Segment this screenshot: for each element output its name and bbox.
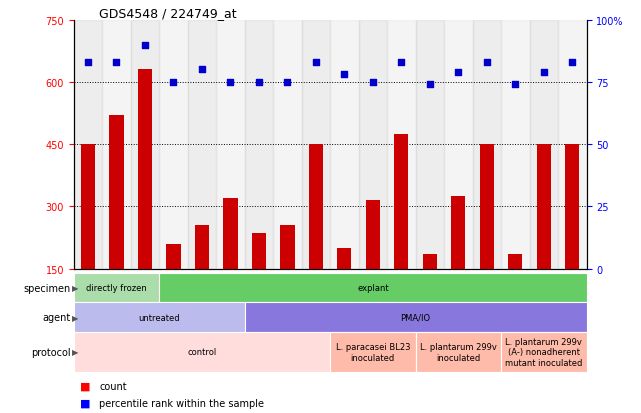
Text: ▶: ▶ — [72, 313, 78, 322]
Bar — [537, 145, 551, 269]
Bar — [472, 21, 501, 269]
Point — [197, 67, 207, 74]
Bar — [387, 21, 415, 269]
Point — [538, 69, 549, 76]
Text: specimen: specimen — [23, 283, 71, 293]
Bar — [330, 21, 358, 269]
Point — [169, 79, 179, 86]
Text: agent: agent — [42, 313, 71, 323]
Bar — [309, 145, 323, 269]
Bar — [245, 21, 273, 269]
Bar — [394, 134, 408, 269]
Bar — [565, 145, 579, 269]
Point — [368, 79, 378, 86]
Bar — [358, 21, 387, 269]
Point — [83, 59, 93, 66]
Bar — [195, 225, 209, 269]
Bar — [102, 21, 131, 269]
Point — [510, 82, 520, 88]
Bar — [159, 273, 587, 303]
Point — [567, 59, 578, 66]
Point — [425, 82, 435, 88]
Bar — [479, 145, 494, 269]
Bar — [501, 21, 529, 269]
Bar — [280, 225, 294, 269]
Point — [311, 59, 321, 66]
Text: protocol: protocol — [31, 347, 71, 357]
Bar — [81, 145, 95, 269]
Text: ▶: ▶ — [72, 283, 78, 292]
Text: control: control — [187, 348, 217, 356]
Bar — [74, 21, 102, 269]
Point — [225, 79, 235, 86]
Bar — [159, 21, 188, 269]
Point — [282, 79, 292, 86]
Text: explant: explant — [357, 283, 388, 292]
Point — [453, 69, 463, 76]
Text: ■: ■ — [80, 381, 90, 391]
Bar — [166, 244, 181, 269]
Point — [140, 42, 150, 49]
Bar — [138, 70, 152, 269]
Bar — [415, 332, 501, 372]
Text: L. plantarum 299v
inoculated: L. plantarum 299v inoculated — [420, 342, 497, 362]
Point — [481, 59, 492, 66]
Text: ▶: ▶ — [72, 348, 78, 356]
Text: L. paracasei BL23
inoculated: L. paracasei BL23 inoculated — [336, 342, 410, 362]
Point — [254, 79, 264, 86]
Bar — [366, 201, 380, 269]
Bar — [216, 21, 245, 269]
Bar — [508, 254, 522, 269]
Bar — [252, 234, 266, 269]
Text: untreated: untreated — [138, 313, 180, 322]
Bar — [451, 197, 465, 269]
Text: directly frozen: directly frozen — [86, 283, 147, 292]
Bar — [444, 21, 472, 269]
Bar — [188, 21, 216, 269]
Bar — [110, 116, 124, 269]
Bar — [74, 273, 159, 303]
Bar — [131, 21, 159, 269]
Bar — [501, 332, 587, 372]
Bar — [422, 254, 437, 269]
Text: PMA/IO: PMA/IO — [401, 313, 431, 322]
Text: count: count — [99, 381, 127, 391]
Point — [396, 59, 406, 66]
Bar — [558, 21, 587, 269]
Bar — [74, 303, 245, 332]
Bar — [415, 21, 444, 269]
Text: ■: ■ — [80, 398, 90, 408]
Point — [339, 72, 349, 78]
Bar — [337, 248, 351, 269]
Text: GDS4548 / 224749_at: GDS4548 / 224749_at — [99, 7, 237, 19]
Bar — [245, 303, 587, 332]
Bar — [74, 332, 330, 372]
Bar — [330, 332, 415, 372]
Bar — [273, 21, 302, 269]
Text: L. plantarum 299v
(A-) nonadherent
mutant inoculated: L. plantarum 299v (A-) nonadherent mutan… — [505, 337, 583, 367]
Bar — [302, 21, 330, 269]
Text: percentile rank within the sample: percentile rank within the sample — [99, 398, 264, 408]
Point — [112, 59, 122, 66]
Bar — [529, 21, 558, 269]
Bar — [223, 199, 238, 269]
